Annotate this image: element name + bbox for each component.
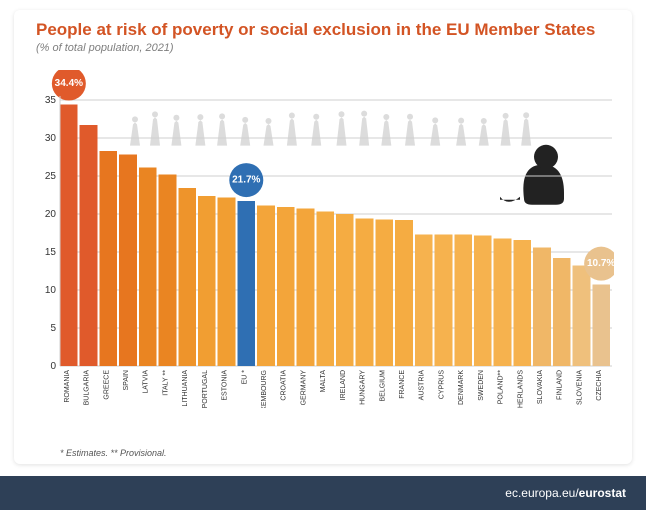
x-tick-label: CYPRUS [438, 370, 445, 400]
footer-name: eurostat [579, 486, 626, 500]
bar [375, 219, 393, 366]
x-tick-label: AUSTRIA [419, 370, 426, 401]
bar [60, 105, 78, 366]
svg-text:34.4%: 34.4% [55, 78, 83, 89]
value-badge: 34.4% [52, 70, 86, 101]
bar [573, 266, 591, 366]
bar [297, 209, 315, 366]
x-tick-label: LATVIA [143, 370, 150, 394]
bar [415, 235, 433, 366]
bar [237, 201, 255, 366]
bar [119, 155, 137, 366]
x-tick-label: EU * [241, 370, 248, 385]
x-tick-label: ITALY ** [162, 370, 169, 396]
x-tick-label: POLAND** [498, 370, 505, 405]
x-tick-label: GREECE [103, 370, 110, 400]
y-tick-label: 20 [45, 209, 57, 220]
x-tick-label: SPAIN [123, 370, 130, 391]
x-tick-label: GERMANY [300, 370, 307, 406]
y-tick-label: 15 [45, 247, 57, 258]
bar [592, 285, 610, 366]
chart-title: People at risk of poverty or social excl… [36, 20, 610, 40]
chart-subtitle: (% of total population, 2021) [36, 42, 174, 54]
x-tick-label: PORTUGAL [202, 370, 209, 408]
chart-area: 0 5 10 15 20 25 30 35 ROMANIA BULGARIA GREECE SPAIN… [34, 70, 614, 408]
bar [80, 125, 98, 366]
bar [553, 258, 571, 366]
x-tick-label: SLOVAKIA [537, 370, 544, 404]
x-tick-label: NETHERLANDS [517, 370, 524, 408]
y-tick-label: 35 [45, 95, 57, 106]
x-tick-label: DENMARK [458, 370, 465, 405]
footer-host: ec.europa.eu/ [505, 486, 578, 500]
bar [316, 212, 334, 366]
y-tick-label: 10 [45, 285, 57, 296]
bar [533, 247, 551, 366]
x-tick-label: FRANCE [399, 370, 406, 399]
x-tick-label: BULGARIA [84, 370, 91, 406]
bar [513, 240, 531, 366]
x-tick-label: SWEDEN [478, 370, 485, 401]
bar [454, 235, 472, 366]
bar [474, 235, 492, 366]
x-tick-label: IRELAND [340, 370, 347, 400]
chart-svg: 0 5 10 15 20 25 30 35 ROMANIA BULGARIA GREECE SPAIN… [34, 70, 614, 408]
bar [99, 151, 117, 366]
bar [395, 220, 413, 366]
value-badge: 21.7% [229, 163, 263, 197]
x-tick-label: LITHUANIA [182, 370, 189, 407]
bar [178, 188, 196, 366]
bar [218, 197, 236, 366]
y-tick-label: 25 [45, 171, 57, 182]
x-tick-label: CROATIA [281, 370, 288, 401]
x-tick-label: LUXEMBOURG [261, 370, 268, 408]
x-tick-label: MALTA [320, 370, 327, 393]
bar [139, 168, 157, 366]
chart-card: People at risk of poverty or social excl… [14, 10, 632, 464]
svg-text:21.7%: 21.7% [232, 175, 260, 186]
x-tick-label: SLOVENIA [576, 370, 583, 405]
chart-footnote: * Estimates. ** Provisional. [60, 448, 167, 458]
bar [435, 235, 453, 366]
x-tick-label: ESTONIA [222, 370, 229, 401]
x-tick-label: CZECHIA [596, 370, 603, 401]
x-tick-label: ROMANIA [64, 370, 71, 403]
y-tick-label: 5 [50, 323, 56, 334]
y-tick-label: 0 [50, 361, 56, 372]
bar [198, 196, 216, 366]
bar [257, 206, 275, 366]
x-tick-label: HUNGARY [360, 370, 367, 405]
bar [336, 214, 354, 366]
bar [494, 238, 512, 366]
bar [277, 207, 295, 366]
footer-bar: ec.europa.eu/eurostat [0, 476, 646, 510]
y-tick-label: 30 [45, 133, 57, 144]
x-tick-label: FINLAND [557, 370, 564, 400]
bar [159, 174, 177, 366]
seated-figure-icon [500, 145, 564, 205]
svg-text:10.7%: 10.7% [587, 258, 614, 269]
x-tick-label: BELGIUM [379, 370, 386, 402]
bar [356, 219, 374, 366]
people-silhouette [130, 111, 531, 146]
page: People at risk of poverty or social excl… [0, 0, 646, 510]
